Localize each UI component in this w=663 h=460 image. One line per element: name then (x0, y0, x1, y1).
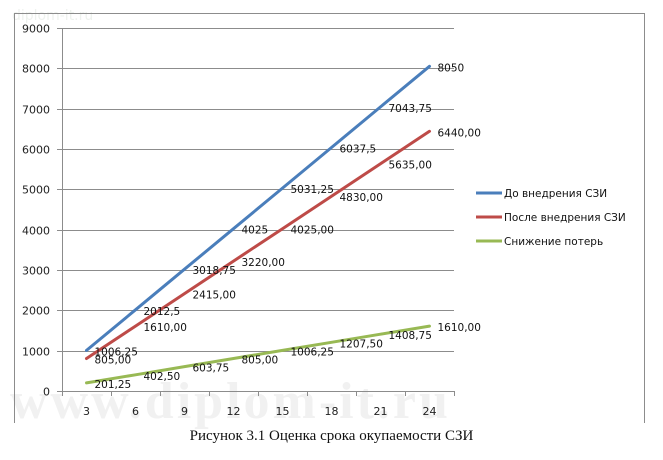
data-label: 3220,00 (242, 257, 285, 269)
data-label: 1207,50 (340, 338, 383, 350)
series-line-0 (85, 64, 431, 352)
watermark-top: diplom-it.ru (12, 8, 94, 24)
data-label: 2415,00 (193, 290, 236, 302)
y-tick-label: 0 (43, 386, 50, 399)
data-label: 8050 (438, 62, 465, 74)
data-label: 4025,00 (291, 225, 334, 237)
data-label: 6037,5 (340, 143, 377, 155)
legend-label: Снижение потерь (504, 236, 603, 248)
chart-frame (14, 13, 645, 423)
x-tick-label: 12 (227, 405, 241, 418)
data-label: 4025 (242, 225, 269, 237)
y-tick-label: 4000 (22, 225, 50, 238)
data-label: 2012,5 (144, 306, 181, 318)
watermark-bottom: www.diplom-it.ru (10, 373, 451, 430)
y-tick-label: 5000 (22, 184, 50, 197)
data-label: 5635,00 (389, 160, 432, 172)
x-tick-label: 18 (325, 405, 339, 418)
data-label: 603,75 (193, 363, 230, 375)
data-label: 1006,25 (95, 346, 138, 358)
y-tick-label: 9000 (22, 23, 50, 36)
data-label: 805,00 (242, 355, 279, 367)
y-tick-label: 1000 (22, 346, 50, 359)
data-label: 1610,00 (438, 322, 481, 334)
data-label: 402,50 (144, 371, 181, 383)
data-label: 6440,00 (438, 127, 481, 139)
x-tick-label: 15 (276, 405, 290, 418)
data-label: 3018,75 (193, 265, 236, 277)
data-label: 1610,00 (144, 322, 187, 334)
series-line-2 (85, 324, 431, 385)
x-tick-label: 6 (132, 405, 139, 418)
legend: До внедрения СЗИ После внедрения СЗИ Сниже… (476, 188, 626, 248)
series-line-1 (85, 129, 431, 360)
data-label: 4830,00 (340, 192, 383, 204)
x-tick-label: 3 (83, 405, 90, 418)
data-label: 805,00 (95, 355, 132, 367)
y-tick-label: 7000 (22, 104, 50, 117)
gridlines (62, 28, 454, 352)
x-axis-tick-labels: 3 6 9 12 15 18 21 24 (83, 405, 437, 418)
data-labels: 1006,25 2012,5 3018,75 4025 5031,25 6037,5 704… (95, 62, 481, 391)
x-tick-label: 24 (423, 405, 437, 418)
data-label: 1006,25 (291, 346, 334, 358)
data-label: 201,25 (95, 379, 132, 391)
y-tick-label: 3000 (22, 265, 50, 278)
y-tick-label: 2000 (22, 305, 50, 318)
y-tick-label: 8000 (22, 63, 50, 76)
data-label: 5031,25 (291, 184, 334, 196)
figure-caption: Рисунок 3.1 Оценка срока окупаемости СЗИ (189, 428, 474, 444)
y-tick-label: 6000 (22, 144, 50, 157)
x-tick-label: 9 (181, 405, 188, 418)
axes (57, 28, 455, 396)
legend-label: До внедрения СЗИ (504, 188, 607, 200)
legend-label: После внедрения СЗИ (504, 212, 626, 224)
data-series (85, 64, 431, 385)
y-axis-tick-labels: 0 1000 2000 3000 4000 5000 6000 7000 8000 9000 (22, 23, 50, 399)
x-tick-label: 21 (374, 405, 388, 418)
data-label: 1408,75 (389, 330, 432, 342)
data-label: 7043,75 (389, 103, 432, 115)
